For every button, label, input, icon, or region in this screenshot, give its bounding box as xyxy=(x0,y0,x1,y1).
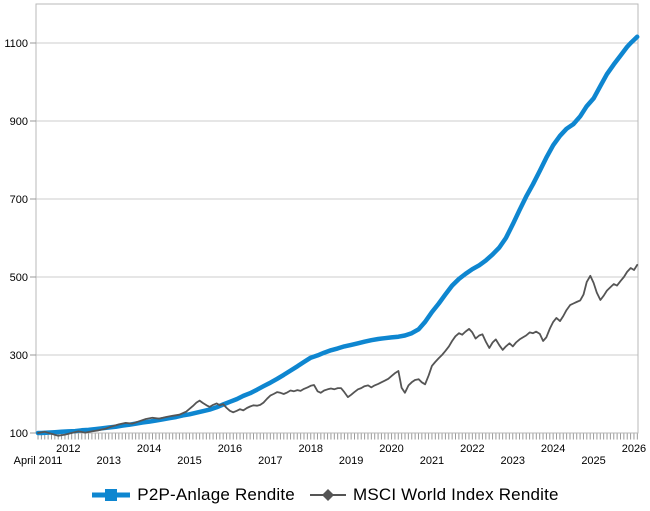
x-axis-label: 2019 xyxy=(339,455,363,467)
p2p-line-square-marker-icon xyxy=(92,488,131,501)
y-axis-label: 500 xyxy=(10,272,28,284)
plot-area: 100 300 500 700 900 1100 2012 2014 2016 2018 2020 2… xyxy=(4,3,646,467)
x-axis-label: 2021 xyxy=(420,455,444,467)
legend: P2P-Anlage Rendite MSCI World Index Rend… xyxy=(0,478,650,511)
x-axis-label: 2020 xyxy=(379,443,403,455)
x-axis-label: 2015 xyxy=(177,455,201,467)
x-axis-label: 2018 xyxy=(298,443,322,455)
legend-item-msci: MSCI World Index Rendite xyxy=(309,485,559,505)
x-axis-label: 2026 xyxy=(622,443,646,455)
msci-line-diamond-marker-icon xyxy=(309,488,346,501)
x-axis-label: 2022 xyxy=(460,443,484,455)
series-line-p2p xyxy=(35,34,640,436)
x-axis-label: 2017 xyxy=(258,455,282,467)
y-axis-label: 700 xyxy=(10,194,28,206)
y-axis-label: 900 xyxy=(10,116,28,128)
plot-border xyxy=(35,3,639,434)
x-axis-label: 2016 xyxy=(218,443,242,455)
x-axis-label: 2012 xyxy=(56,443,80,455)
x-axis-label: 2014 xyxy=(137,443,161,455)
y-axis-label: 100 xyxy=(10,428,28,440)
y-axis-label: 300 xyxy=(10,350,28,362)
series-line-msci xyxy=(37,263,639,437)
x-axis-label: 2024 xyxy=(541,443,565,455)
legend-item-p2p: P2P-Anlage Rendite xyxy=(91,485,295,505)
legend-label-p2p: P2P-Anlage Rendite xyxy=(137,484,295,504)
x-axis-label: 2023 xyxy=(501,455,525,467)
x-axis-label: 2025 xyxy=(581,455,605,467)
legend-label-msci: MSCI World Index Rendite xyxy=(352,484,559,504)
x-axis-label: April 2011 xyxy=(14,455,63,467)
y-axis-label: 1100 xyxy=(4,38,28,50)
x-axis-label: 2013 xyxy=(96,455,120,467)
